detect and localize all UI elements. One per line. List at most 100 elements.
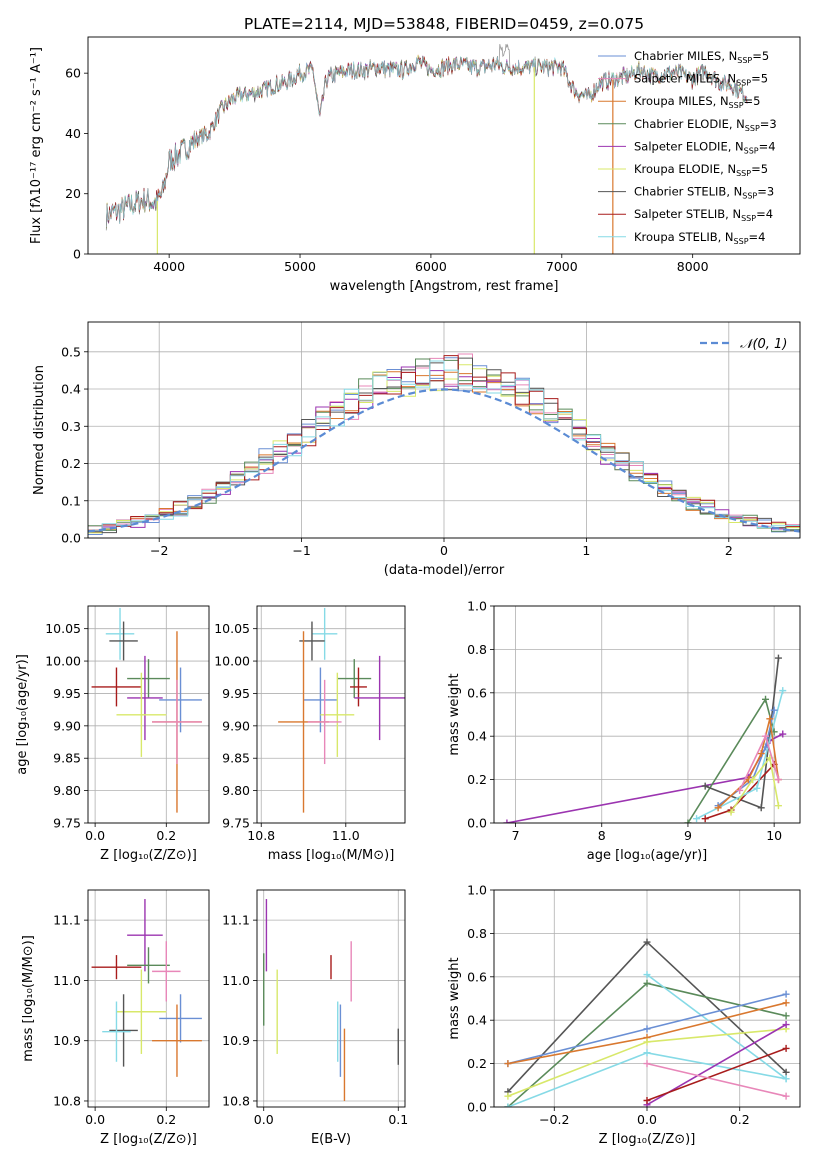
plus-marker	[782, 999, 790, 1007]
axes-frame	[87, 605, 210, 824]
errorbar-point	[152, 1004, 202, 1077]
errorbar-point	[350, 667, 367, 707]
y-tick-label: 0.2	[61, 456, 81, 471]
axes-frame	[493, 605, 801, 824]
x-tick-label: 0.0	[85, 828, 105, 843]
spectrum-model-line	[106, 56, 748, 228]
errorbar-point	[354, 655, 405, 741]
y-tick-label: 0.5	[61, 344, 81, 359]
y-tick-label: 9.95	[222, 686, 250, 701]
errorbar-point	[159, 994, 202, 1043]
y-axis-label: Normed distribution	[32, 365, 47, 495]
plus-marker	[782, 1021, 790, 1029]
legend-entry: 𝒩(0, 1)	[740, 337, 787, 352]
y-tick-label: 20	[65, 186, 81, 201]
plus-marker	[774, 654, 782, 662]
plus-marker	[757, 750, 765, 758]
errorbar-point	[337, 659, 372, 698]
plus-marker	[774, 802, 782, 810]
plus-marker	[503, 819, 511, 823]
y-tick-label: 0.2	[467, 772, 487, 787]
x-axis-label: Z [log₁₀(Z/Z⊙)]	[599, 1132, 696, 1147]
panel-mass_weight_vs_z: −0.2 0.0 0.2 0.0 0.2 0.4 0.6 0.8 1.0 Z [log₁₀(Z/Z…	[447, 883, 801, 1147]
y-tick-label: 11.1	[222, 913, 250, 928]
errorbar-point	[127, 947, 170, 984]
panel-residuals: −2 −1 0 1 2 0.0 0.1 0.2 0.3 0.4 0.5 (data-model)/er…	[32, 321, 801, 578]
residuals-legend: 𝒩(0, 1)	[700, 337, 787, 352]
plus-marker	[714, 804, 722, 812]
plot-area	[91, 607, 202, 813]
x-axis-label: Z [log₁₀(Z/Z⊙)]	[100, 848, 197, 863]
legend-entry: Kroupa MILES, NSSP=5	[634, 94, 760, 110]
y-tick-label: 9.80	[53, 783, 81, 798]
y-tick-label: 10.8	[222, 1093, 250, 1108]
panel-mass_weight_vs_age: 7 8 9 10 0.0 0.2 0.4 0.6 0.8 1.0 age [log₁₀(age/yr…	[447, 599, 801, 863]
plot-area	[105, 43, 748, 254]
x-axis-label: E(B-V)	[311, 1132, 351, 1147]
x-axis-label: wavelength [Angstrom, rest frame]	[330, 279, 559, 294]
plot-area	[263, 899, 399, 1101]
y-tick-label: 60	[65, 66, 81, 81]
errorbar-point	[307, 679, 342, 765]
errorbar-point	[320, 672, 355, 757]
plus-marker	[643, 1049, 651, 1057]
x-tick-label: 10	[766, 828, 782, 843]
x-tick-label: −1	[292, 543, 310, 558]
mass-weight-line	[646, 973, 787, 1080]
y-tick-label: 9.75	[222, 816, 250, 831]
errorbar-point	[127, 655, 163, 741]
mass-weight-line	[646, 1047, 787, 1102]
y-tick-label: 9.80	[222, 783, 250, 798]
panel-age_vs_mass: 10.8 11.0 9.75 9.80 9.85 9.90 9.95 10.00 10.05 ma…	[214, 605, 406, 863]
x-tick-label: 0.0	[85, 1112, 105, 1127]
plus-marker	[643, 1038, 651, 1046]
errorbar-point	[127, 899, 163, 972]
plot-area	[88, 353, 800, 538]
y-tick-label: 10.05	[214, 621, 250, 636]
plus-marker	[757, 804, 765, 812]
x-tick-label: 0.1	[388, 1112, 408, 1127]
x-tick-label: 0.0	[637, 1112, 657, 1127]
y-tick-label: 0.6	[467, 685, 487, 700]
x-tick-label: 1	[582, 543, 590, 558]
plus-marker	[643, 971, 651, 979]
y-tick-label: 10.9	[53, 1033, 81, 1048]
errorbar-point	[116, 672, 167, 757]
y-tick-label: 10.9	[222, 1033, 250, 1048]
plus-marker	[766, 715, 774, 723]
axes-frame	[493, 889, 801, 1108]
errorbar-point	[152, 941, 181, 1002]
plus-marker	[643, 1025, 651, 1033]
x-tick-label: 0.2	[730, 1112, 750, 1127]
plus-marker	[504, 1103, 512, 1107]
y-tick-label: 9.95	[53, 686, 81, 701]
plus-marker	[782, 1012, 790, 1020]
x-tick-label: 6000	[415, 259, 447, 274]
panel-age_vs_z: 0.0 0.2 9.75 9.80 9.85 9.90 9.95 10.00 10.05 Z [l…	[15, 605, 210, 863]
y-tick-label: 10.00	[214, 654, 250, 669]
legend-entry: Salpeter MILES, NSSP=5	[634, 72, 768, 88]
x-axis-label: Z [log₁₀(Z/Z⊙)]	[100, 1132, 197, 1147]
x-axis-label: age [log₁₀(age/yr)]	[587, 848, 708, 863]
x-tick-label: 2	[725, 543, 733, 558]
y-tick-label: 10.05	[45, 621, 81, 636]
x-tick-label: 5000	[284, 259, 316, 274]
panel-spectrum: 4000 5000 6000 7000 8000 0 20 40 60 wavelength [A…	[29, 36, 801, 294]
spectrum-legend: Chabrier MILES, NSSP=5 Salpeter MILES, NS…	[598, 49, 777, 246]
y-tick-label: 0.0	[467, 816, 487, 831]
spectrum-model-line	[106, 56, 748, 228]
x-tick-label: 0.2	[156, 828, 176, 843]
errorbar-point	[311, 607, 338, 660]
x-tick-label: 0	[440, 543, 448, 558]
figure-title: PLATE=2114, MJD=53848, FIBERID=0459, z=0…	[244, 15, 644, 33]
y-tick-label: 11.0	[222, 973, 250, 988]
y-tick-label: 0.4	[467, 729, 487, 744]
plus-marker	[693, 815, 701, 823]
y-axis-label: age [log₁₀(age/yr)]	[15, 654, 30, 775]
errorbar-point	[109, 994, 138, 1067]
y-tick-label: 1.0	[467, 883, 487, 898]
plot-area	[278, 607, 405, 813]
x-tick-label: 0.0	[254, 1112, 274, 1127]
axes-frame	[256, 605, 406, 824]
